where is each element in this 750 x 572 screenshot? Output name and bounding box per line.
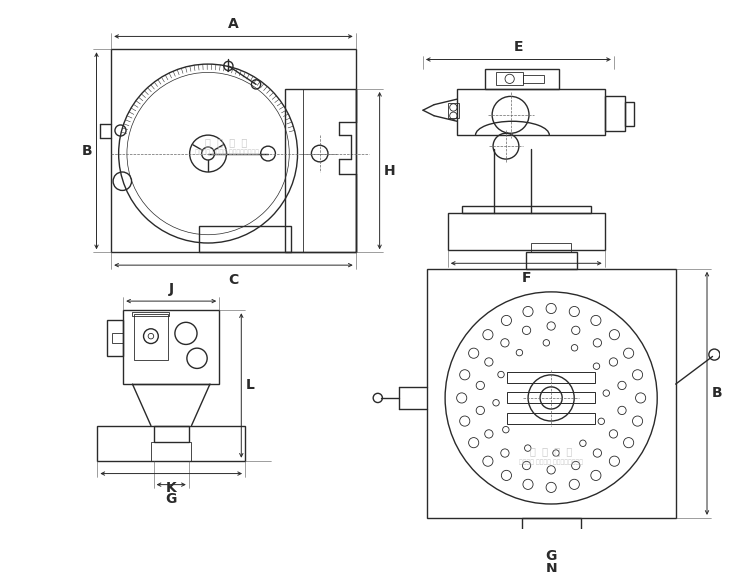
Bar: [199, 227, 291, 252]
Text: B: B: [81, 144, 92, 158]
Text: N: N: [545, 562, 557, 572]
Text: 雄  鹰  精  机: 雄 鹰 精 机: [530, 446, 572, 456]
Bar: [106, 320, 123, 356]
Bar: [133, 312, 170, 316]
Bar: [427, 269, 676, 518]
Text: B: B: [712, 386, 722, 400]
Bar: [522, 518, 580, 533]
Bar: [151, 442, 191, 460]
Bar: [484, 69, 559, 89]
Bar: [134, 314, 167, 360]
Text: H: H: [384, 164, 396, 178]
Bar: [111, 49, 356, 252]
Bar: [531, 243, 572, 252]
Text: 服务至上 优质设备 品质保证技术专业: 服务至上 优质设备 品质保证技术专业: [194, 149, 259, 154]
Text: F: F: [521, 271, 531, 285]
Bar: [604, 96, 625, 132]
Bar: [448, 213, 604, 251]
Bar: [457, 89, 604, 135]
Bar: [123, 311, 219, 384]
Text: G: G: [166, 492, 177, 506]
Bar: [285, 89, 356, 252]
Bar: [112, 333, 123, 343]
Bar: [507, 412, 596, 424]
Bar: [154, 426, 189, 442]
Text: 雄  鹰  精  机: 雄 鹰 精 机: [206, 137, 248, 148]
Bar: [524, 75, 544, 82]
Bar: [448, 103, 459, 118]
Text: K: K: [166, 481, 176, 495]
Bar: [507, 372, 596, 383]
Text: 服务至上 优质设备 品质保证技术专业: 服务至上 优质设备 品质保证技术专业: [519, 460, 584, 465]
Bar: [98, 426, 245, 460]
Bar: [625, 102, 634, 126]
Text: A: A: [228, 17, 238, 31]
Bar: [496, 73, 524, 85]
Bar: [462, 206, 591, 213]
Text: J: J: [169, 281, 174, 296]
Text: C: C: [228, 272, 238, 287]
Bar: [507, 392, 596, 403]
Text: E: E: [514, 40, 523, 54]
Bar: [526, 252, 577, 269]
Text: G: G: [545, 549, 556, 563]
Text: L: L: [246, 379, 255, 392]
